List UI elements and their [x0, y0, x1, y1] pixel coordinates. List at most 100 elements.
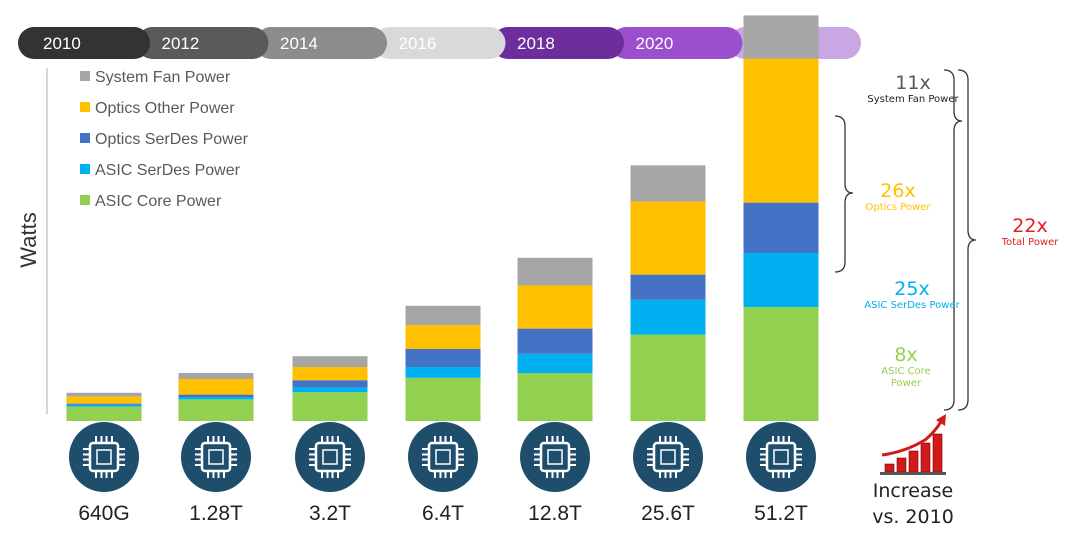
annotation-mult: 26x — [880, 180, 916, 202]
annotation-asic-serdes: 25x ASIC SerDes Power — [852, 278, 972, 312]
bar-segment — [178, 379, 254, 395]
annotation-asic-core: 8x ASIC Core Power — [878, 344, 934, 390]
timeline-year-label: 2020 — [636, 34, 674, 53]
category-label: 640G — [78, 502, 129, 525]
annotation-mult: 11x — [895, 72, 931, 94]
chip-icon-bg — [69, 422, 139, 492]
legend-swatch — [80, 71, 90, 81]
chip-icon-core — [773, 449, 789, 465]
chip-icon-bg — [408, 422, 478, 492]
bar-segment — [66, 403, 142, 405]
category-labels: 640G 1.28T 3.2T 6.4T 12.8T 25.6T 51.2T — [78, 502, 808, 525]
chip-row — [69, 422, 816, 492]
timeline-segment-2014 — [255, 27, 387, 59]
timeline-year-label: 2018 — [517, 34, 555, 53]
chip-icon — [181, 422, 251, 492]
annotation-mult: 8x — [894, 344, 918, 366]
chip-icon-bg — [520, 422, 590, 492]
timeline-segment-2018 — [492, 27, 624, 59]
annotation-label: ASIC Core Power — [881, 366, 931, 389]
bar-segment — [66, 404, 142, 407]
bar-segment — [630, 165, 706, 202]
bar-segment — [630, 299, 706, 335]
chip-icon-core — [547, 449, 563, 465]
chip-icon-body — [88, 441, 120, 473]
category-label: 25.6T — [641, 502, 695, 525]
bar-segment — [66, 406, 142, 421]
chip-icon — [746, 422, 816, 492]
y-axis-label: Watts — [16, 212, 41, 267]
growth-chart-icon — [880, 414, 946, 475]
annotation-label: Optics Power — [865, 202, 931, 213]
brace-system-fan — [943, 69, 963, 411]
chip-icon-core — [96, 449, 112, 465]
growth-bar — [908, 450, 919, 473]
bar-segment — [405, 325, 481, 349]
chip-icon-body — [652, 441, 684, 473]
chip-icon-body — [765, 441, 797, 473]
chip-icon — [69, 422, 139, 492]
bar-segment — [517, 285, 593, 329]
brace-optics — [834, 115, 854, 273]
bar-segment — [743, 253, 819, 307]
timeline-year-label: 2010 — [43, 34, 81, 53]
growth-arrow-line — [881, 419, 944, 457]
bar-segment — [517, 373, 593, 421]
legend-entry: Optics Other Power — [95, 100, 235, 117]
bar-segment — [292, 380, 368, 388]
timeline-year-label: 2016 — [399, 34, 437, 53]
growth-bar — [896, 457, 907, 473]
bar-segment — [292, 367, 368, 381]
legend-entry: ASIC SerDes Power — [95, 162, 241, 179]
brace-total — [957, 69, 977, 411]
legend-entry: Optics SerDes Power — [95, 131, 249, 148]
bar-segment — [178, 394, 254, 397]
bar-segment — [178, 397, 254, 400]
timeline-year-label: 2012 — [162, 34, 200, 53]
braces — [834, 69, 977, 411]
legend-swatch — [80, 195, 90, 205]
annotation-label: ASIC SerDes Power — [864, 300, 960, 311]
chip-icon-bg — [181, 422, 251, 492]
growth-bar — [932, 433, 943, 473]
bars — [66, 15, 819, 421]
timeline-segment-2012 — [136, 27, 269, 59]
category-label: 3.2T — [309, 502, 351, 525]
bar-segment — [66, 396, 142, 404]
legend-entry: System Fan Power — [95, 69, 231, 86]
chip-icon — [408, 422, 478, 492]
legend: System Fan Power Optics Other Power Optics… — [80, 69, 249, 210]
bar-segment — [743, 202, 819, 253]
bar-segment — [405, 377, 481, 421]
bar-segment — [630, 201, 706, 275]
category-label: 1.28T — [189, 502, 243, 525]
annotation-label: Total Power — [1001, 237, 1059, 248]
bar-segment — [405, 305, 481, 325]
bar-segment — [630, 334, 706, 421]
bar-segment — [517, 353, 593, 373]
bar-segment — [292, 392, 368, 421]
bar-segment — [743, 307, 819, 421]
chip-icon-body — [314, 441, 346, 473]
bar-segment — [178, 373, 254, 379]
chip-icon-bg — [746, 422, 816, 492]
annotation-system-fan: 11x System Fan Power — [858, 72, 968, 106]
chip-icon-bg — [633, 422, 703, 492]
chip-icon — [295, 422, 365, 492]
timeline-segment-2010 — [18, 27, 150, 59]
growth-bar — [920, 442, 931, 473]
timeline-year-label: 2014 — [280, 34, 318, 53]
legend-swatch — [80, 102, 90, 112]
chip-icon-body — [539, 441, 571, 473]
chip-icon-core — [322, 449, 338, 465]
bar-segment — [178, 399, 254, 421]
timeline-segment-2020 — [610, 27, 743, 59]
growth-base — [880, 472, 946, 475]
chip-icon-core — [208, 449, 224, 465]
chip-icon-bg — [295, 422, 365, 492]
legend-entry: ASIC Core Power — [95, 193, 222, 210]
growth-bar — [884, 463, 895, 473]
chip-icon — [520, 422, 590, 492]
increase-label: Increase vs. 2010 — [872, 480, 954, 528]
